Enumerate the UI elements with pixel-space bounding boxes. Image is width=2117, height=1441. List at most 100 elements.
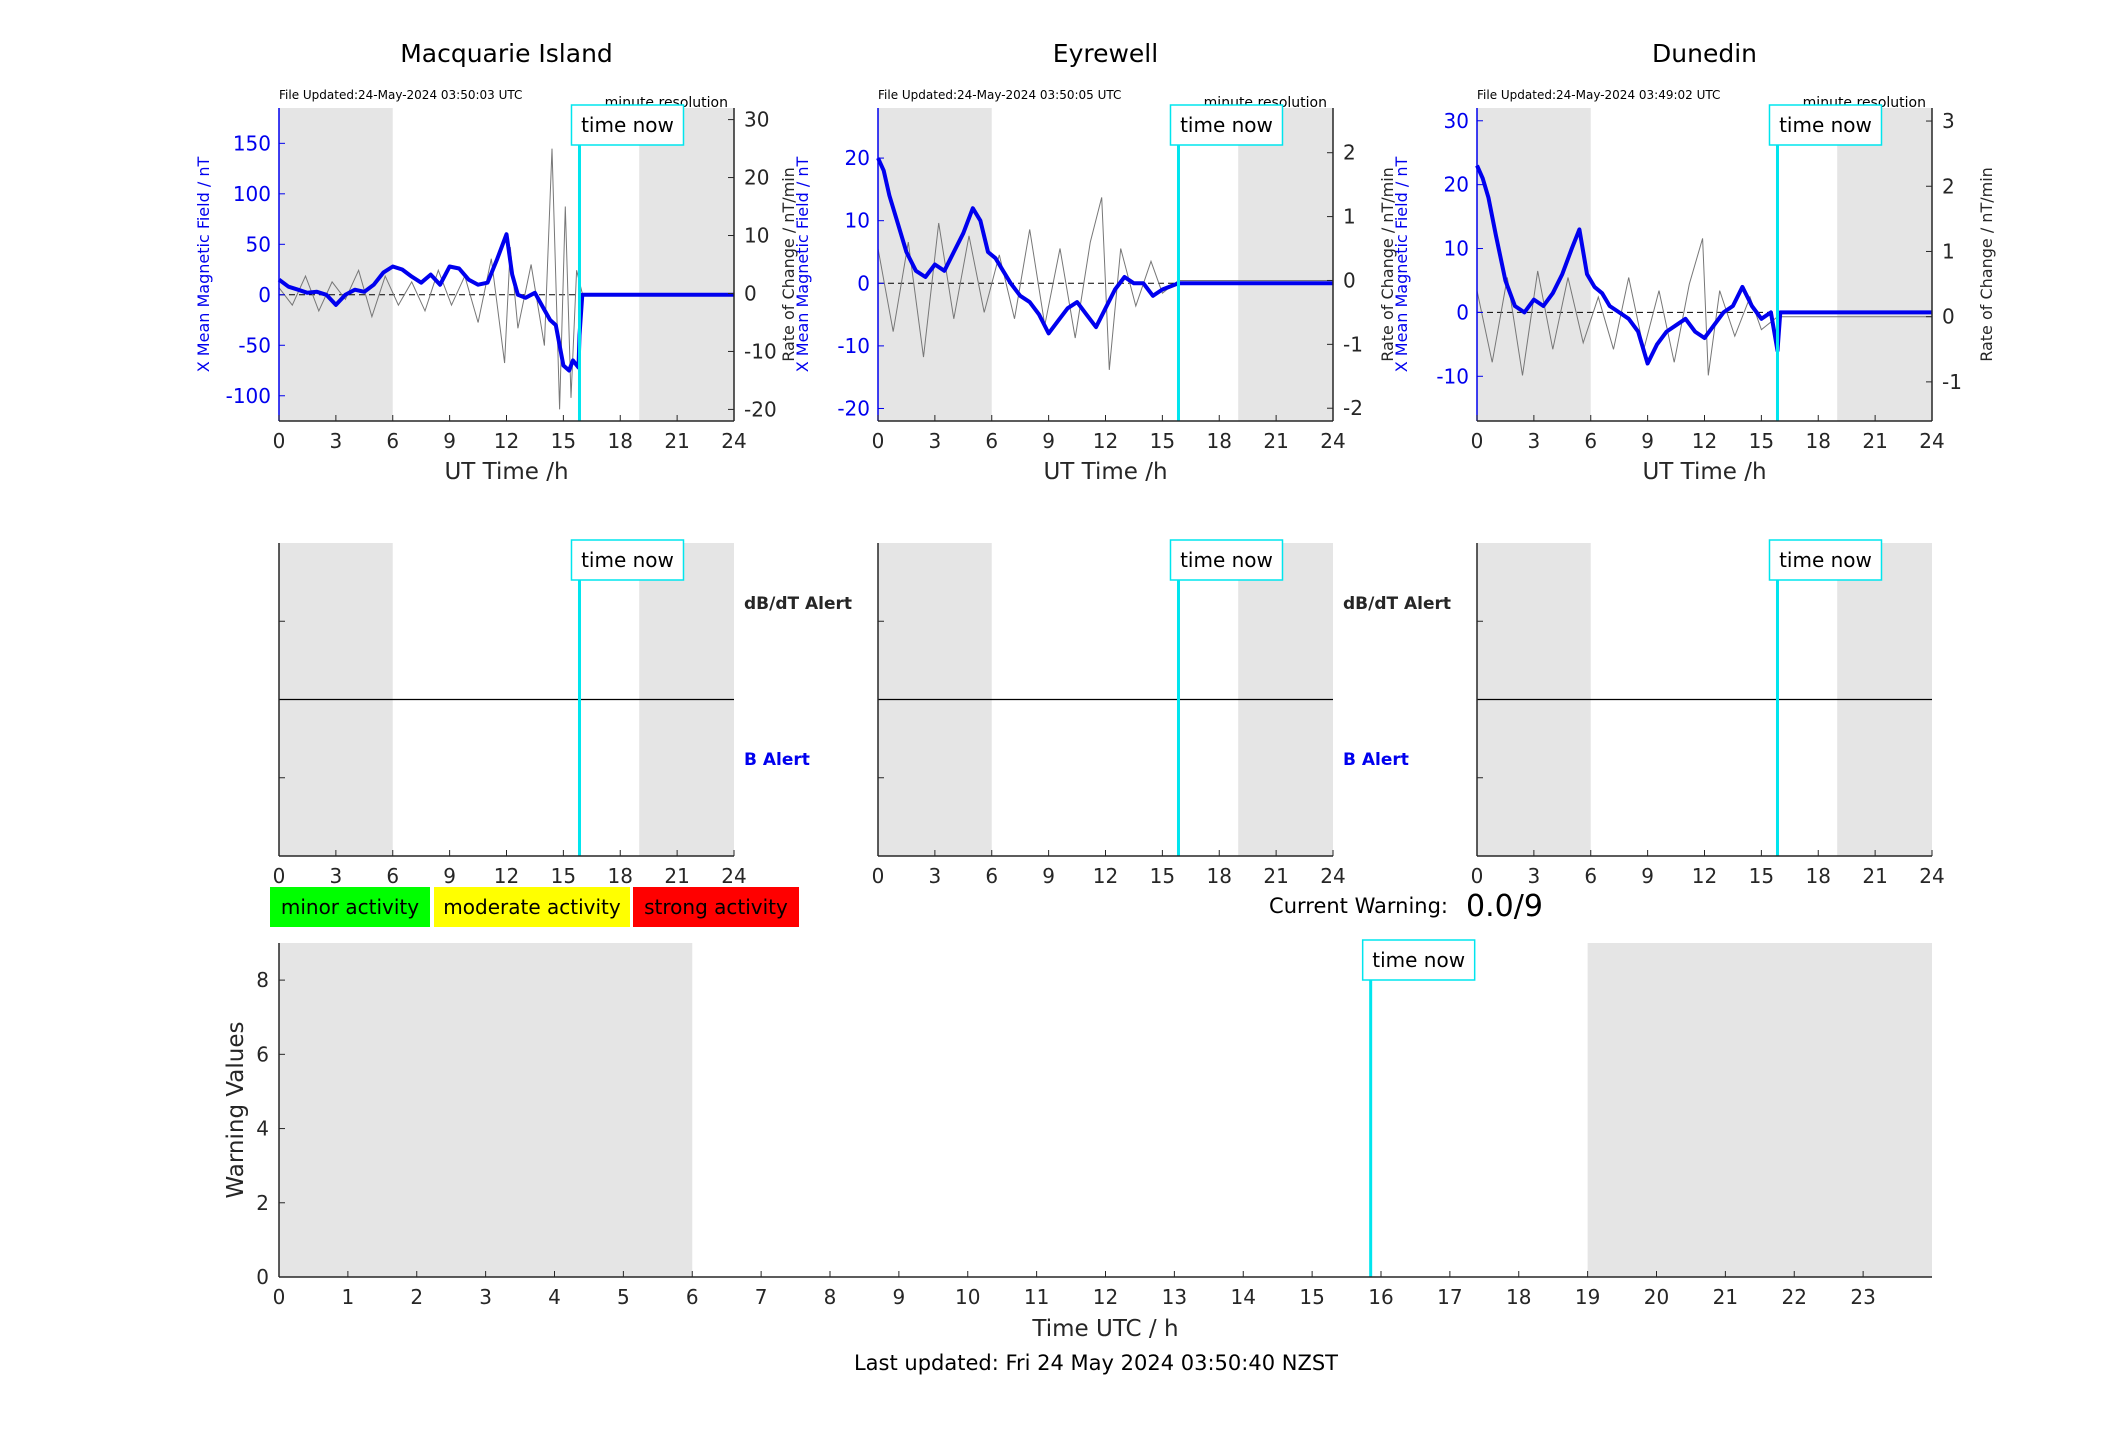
x-tick-label: 0 xyxy=(1471,864,1484,888)
y-axis-label: X Mean Magnetic Field / nT xyxy=(1392,157,1411,373)
time-now-box xyxy=(570,104,685,146)
x-tick-label: 21 xyxy=(664,429,689,453)
x-tick-label: 18 xyxy=(1207,429,1232,453)
time-now-label: time now xyxy=(581,113,674,137)
x-tick-label: 17 xyxy=(1437,1285,1462,1309)
x-tick-label: 0 xyxy=(872,429,885,453)
night-shade xyxy=(1477,108,1591,421)
y-axis-label: X Mean Magnetic Field / nT xyxy=(793,157,812,373)
x-tick-label: 12 xyxy=(1093,1285,1118,1309)
x-tick-label: 21 xyxy=(1713,1285,1738,1309)
time-now-box xyxy=(1169,104,1284,146)
y-right-tick-label: 2 xyxy=(1343,141,1356,165)
y-tick-label: 20 xyxy=(1444,173,1469,197)
x-tick-label: 21 xyxy=(1263,429,1288,453)
x-tick-label: 3 xyxy=(929,429,942,453)
current-warning: Current Warning: 0.0/9 xyxy=(1269,889,1543,924)
x-axis-label: UT Time /h xyxy=(444,459,568,485)
activity-legend: minor activity moderate activity strong ac… xyxy=(270,887,799,927)
x-tick-label: 15 xyxy=(1749,864,1774,888)
x-tick-label: 6 xyxy=(686,1285,699,1309)
night-shade xyxy=(279,108,393,421)
y-right-tick-label: -1 xyxy=(1942,370,1962,394)
x-tick-label: 0 xyxy=(273,1285,286,1309)
x-tick-label: 12 xyxy=(494,429,519,453)
x-tick-label: 0 xyxy=(273,864,286,888)
time-now-box xyxy=(1361,939,1476,981)
time-now-label: time now xyxy=(1180,113,1273,137)
x-tick-label: 18 xyxy=(608,864,633,888)
x-tick-label: 18 xyxy=(1806,429,1831,453)
x-tick-label: 7 xyxy=(755,1285,768,1309)
field-line xyxy=(277,232,734,373)
x-tick-label: 21 xyxy=(1862,429,1887,453)
x-tick-label: 18 xyxy=(1806,864,1831,888)
y-right-tick-label: 1 xyxy=(1343,205,1356,229)
x-tick-label: 9 xyxy=(1042,864,1055,888)
x-tick-label: 24 xyxy=(721,429,746,453)
x-tick-label: 6 xyxy=(985,864,998,888)
alert-panel-eyrewell: time now 0 3 6 9 12 15 18 21 24 dB/dT Alert B Alert xyxy=(872,539,1451,888)
x-tick-label: 16 xyxy=(1368,1285,1393,1309)
night-shade xyxy=(1587,943,1932,1277)
x-tick-label: 3 xyxy=(330,864,343,888)
b-alert-label: B Alert xyxy=(744,750,810,770)
field-line xyxy=(876,157,1333,336)
alert-panel-dunedin: time now 0 3 6 9 12 15 18 21 24 xyxy=(1471,539,1945,888)
y-axis-label: Warning Values xyxy=(223,1021,249,1198)
x-tick-label: 24 xyxy=(721,864,746,888)
y-tick-label: 150 xyxy=(233,131,271,155)
x-tick-label: 15 xyxy=(1749,429,1774,453)
x-tick-label: 0 xyxy=(1471,429,1484,453)
y-tick-label: -50 xyxy=(238,333,271,357)
y-tick-label: 30 xyxy=(1444,109,1469,133)
y-axis-label: X Mean Magnetic Field / nT xyxy=(194,157,213,373)
x-tick-label: 12 xyxy=(494,864,519,888)
y-right-tick-label: 3 xyxy=(1942,109,1955,133)
y-right-tick-label: 0 xyxy=(1343,268,1356,292)
x-tick-label: 9 xyxy=(1641,429,1654,453)
dbdt-alert-label: dB/dT Alert xyxy=(1343,594,1451,614)
night-shade xyxy=(1837,108,1932,421)
x-tick-label: 0 xyxy=(872,864,885,888)
file-updated: File Updated:24-May-2024 03:50:03 UTC xyxy=(279,88,522,102)
x-tick-label: 1 xyxy=(342,1285,355,1309)
y-tick-label: 2 xyxy=(256,1191,269,1215)
x-tick-label: 9 xyxy=(443,864,456,888)
y-tick-label: 8 xyxy=(256,968,269,992)
x-tick-label: 12 xyxy=(1093,429,1118,453)
night-shade xyxy=(1238,108,1333,421)
x-tick-label: 11 xyxy=(1024,1285,1049,1309)
x-axis-label: UT Time /h xyxy=(1043,459,1167,485)
x-tick-label: 15 xyxy=(1150,864,1175,888)
file-updated: File Updated:24-May-2024 03:49:02 UTC xyxy=(1477,88,1720,102)
y-right-tick-label: 10 xyxy=(744,224,769,248)
x-tick-label: 12 xyxy=(1692,429,1717,453)
y-right-axis-label: Rate of Change / nT/min xyxy=(779,167,798,362)
x-tick-label: 5 xyxy=(617,1285,630,1309)
last-updated: Last updated: Fri 24 May 2024 03:50:40 N… xyxy=(854,1351,1338,1375)
x-tick-label: 0 xyxy=(273,429,286,453)
time-now-box xyxy=(1169,539,1284,581)
y-right-tick-label: 1 xyxy=(1942,239,1955,263)
y-tick-label: 50 xyxy=(246,232,271,256)
x-tick-label: 6 xyxy=(1584,429,1597,453)
y-tick-label: 0 xyxy=(857,271,870,295)
y-tick-label: 20 xyxy=(845,146,870,170)
chart-title: Eyrewell xyxy=(1053,39,1158,68)
x-tick-label: 24 xyxy=(1919,429,1944,453)
file-updated: File Updated:24-May-2024 03:50:05 UTC xyxy=(878,88,1121,102)
x-tick-label: 12 xyxy=(1093,864,1118,888)
x-tick-label: 20 xyxy=(1644,1285,1669,1309)
time-now-label: time now xyxy=(1372,948,1465,972)
time-now-label: time now xyxy=(1180,548,1273,572)
time-now-box xyxy=(1768,539,1883,581)
y-tick-label: 0 xyxy=(256,1265,269,1289)
night-shade xyxy=(279,943,693,1277)
x-tick-label: 21 xyxy=(664,864,689,888)
x-tick-label: 6 xyxy=(1584,864,1597,888)
y-tick-label: 10 xyxy=(1444,237,1469,261)
y-right-axis-label: Rate of Change / nT/min xyxy=(1977,167,1996,362)
current-warning-value: 0.0/9 xyxy=(1466,889,1543,924)
